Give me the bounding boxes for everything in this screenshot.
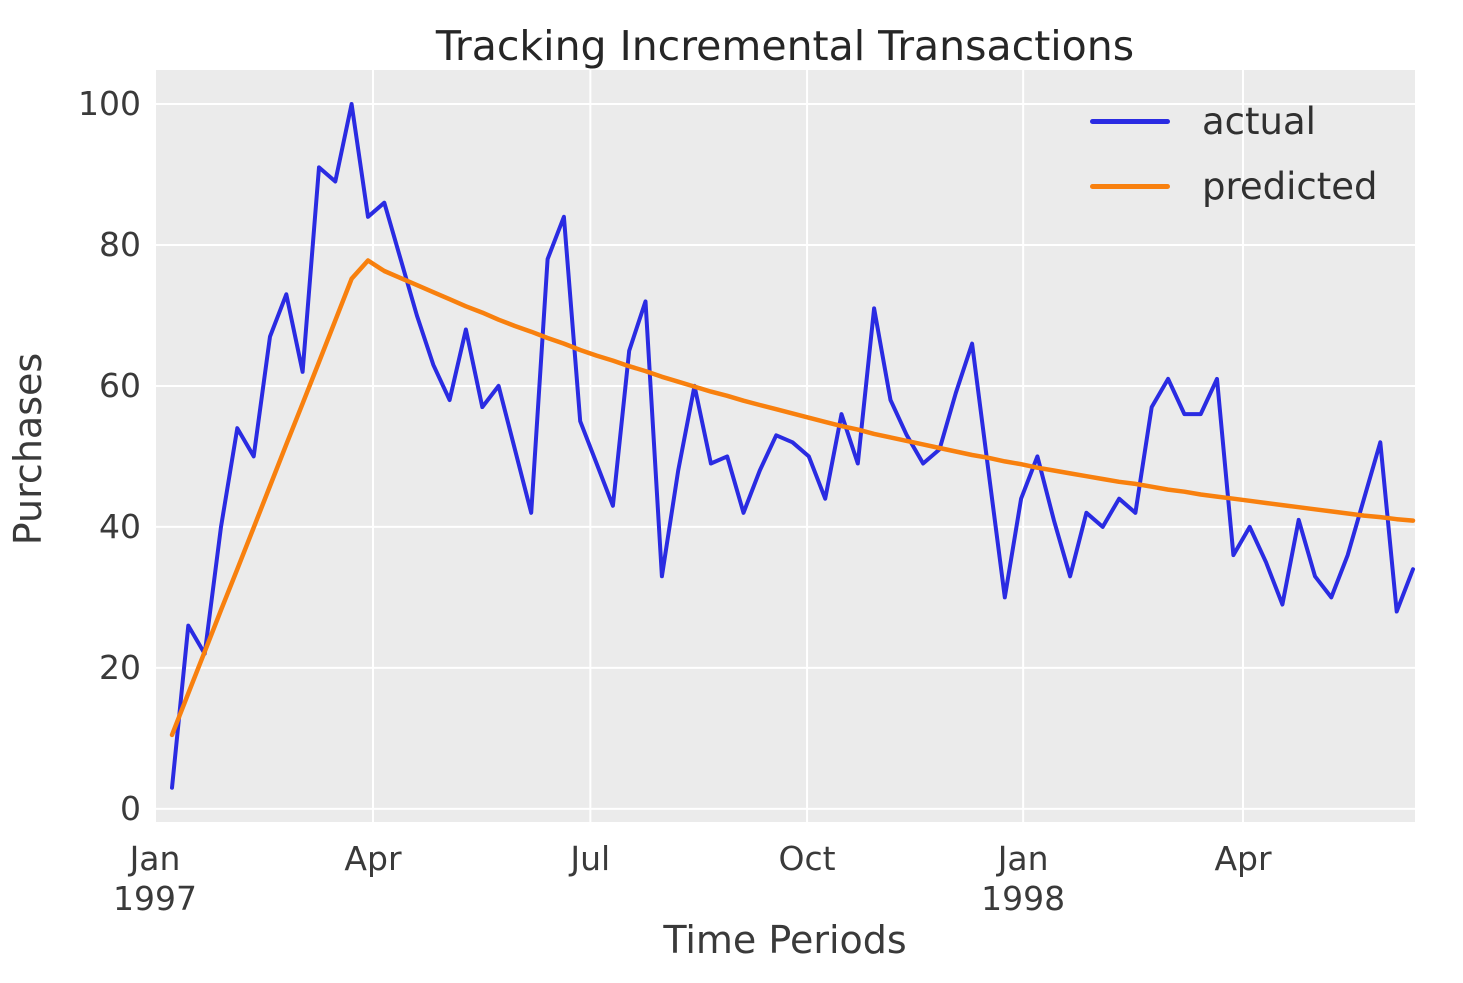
legend: actual predicted <box>1090 100 1378 208</box>
x-tick-label: Apr <box>344 839 402 878</box>
x-tick-label: Jan <box>128 839 181 878</box>
legend-item-actual: actual <box>1090 100 1378 143</box>
x-tick-label: Jul <box>568 839 610 878</box>
chart-title: Tracking Incremental Transactions <box>435 22 1135 70</box>
x-tick-year-label: 1998 <box>981 879 1065 918</box>
x-tick-label: Oct <box>779 839 836 878</box>
legend-label-predicted: predicted <box>1202 165 1378 208</box>
y-tick-label: 60 <box>99 366 141 405</box>
y-tick-label: 20 <box>99 648 141 687</box>
y-tick-label: 0 <box>120 789 141 828</box>
actual-series-line <box>170 102 1415 790</box>
predicted-series-line <box>169 258 1416 738</box>
y-tick-label: 100 <box>78 84 141 123</box>
y-axis-label: Purchases <box>6 352 50 546</box>
y-tick-label: 80 <box>99 225 141 264</box>
x-tick-year-label: 1997 <box>113 879 197 918</box>
predicted-line-swatch-icon <box>1090 184 1170 189</box>
x-tick-label: Jan <box>996 839 1049 878</box>
legend-item-predicted: predicted <box>1090 165 1378 208</box>
y-tick-label: 40 <box>99 507 141 546</box>
x-axis-label: Time Periods <box>663 918 907 962</box>
actual-line-swatch-icon <box>1090 119 1170 124</box>
x-tick-label: Apr <box>1214 839 1272 878</box>
legend-label-actual: actual <box>1202 100 1316 143</box>
